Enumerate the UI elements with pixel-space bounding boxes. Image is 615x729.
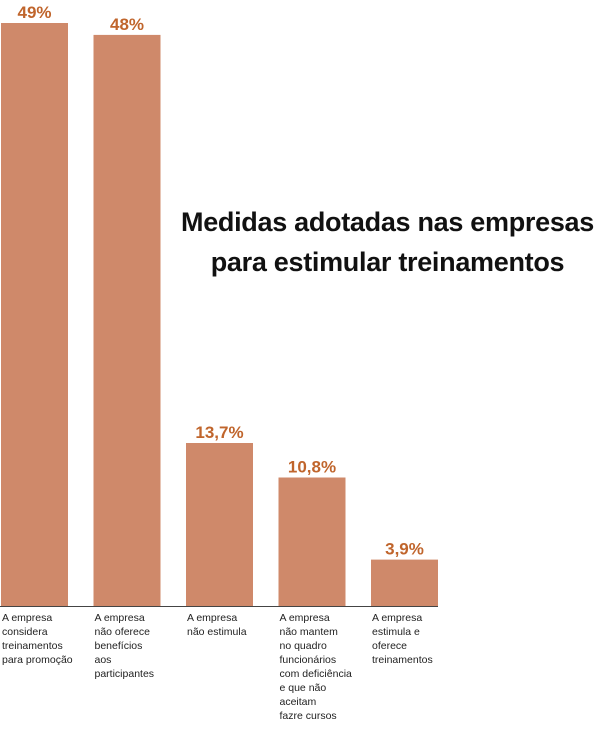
category-label-line: considera [2,626,48,638]
category-label-3: A empresa não estimula [187,611,267,639]
category-label-line: no quadro [279,640,327,652]
bar-5 [371,559,438,606]
chart-title-line-1: Medidas adotadas nas empresas [181,207,594,237]
category-label-line: não oferece [94,626,150,638]
value-label-1: 49% [17,3,51,22]
category-label-line: estimula e [372,626,420,638]
value-labels-group: 49% 48% 13,7% 10,8% 3,9% [17,3,423,559]
category-label-line: A empresa [279,612,330,624]
category-label-line: A empresa [94,612,145,624]
category-label-5: A empresa estimula e oferece treinamentos [372,611,452,667]
category-label-line: e que não [279,682,327,694]
category-label-line: aceitam [279,696,317,708]
category-label-line: benefícios [94,640,143,652]
category-label-line: com deficiência [279,668,352,680]
category-label-line: participantes [94,668,155,680]
value-label-2: 48% [110,15,144,34]
category-label-line: funcionários [279,654,337,666]
bar-2 [93,34,161,606]
category-label-line: treinamentos [372,654,433,666]
category-label-line: não mantem [279,626,338,638]
bar-4 [278,477,346,606]
value-label-4: 10,8% [288,458,336,477]
category-label-line: A empresa [2,612,53,624]
bar-3 [186,443,253,606]
value-label-5: 3,9% [385,540,424,559]
category-label-line: fazre cursos [279,710,337,722]
chart-title: Medidas adotadas nas empresas para estim… [160,202,615,282]
category-label-line: para promoção [2,654,73,666]
category-label-line: A empresa [187,612,238,624]
category-label-line: treinamentos [2,640,63,652]
chart-title-line-2: para estimular treinamentos [210,247,565,277]
category-label-line: aos [94,654,112,666]
bars-group [1,23,438,606]
category-label-4: A empresa não mantem no quadro funcionários… [280,611,360,723]
category-label-line: não estimula [187,626,247,638]
category-label-1: A empresa considera treinamentos para promo… [2,611,82,667]
category-label-2: A empresa não oferece benefícios aos partici… [95,611,175,681]
category-label-line: oferece [372,640,408,652]
value-label-3: 13,7% [195,423,243,442]
category-label-line: A empresa [372,612,423,624]
bar-1 [1,23,68,606]
